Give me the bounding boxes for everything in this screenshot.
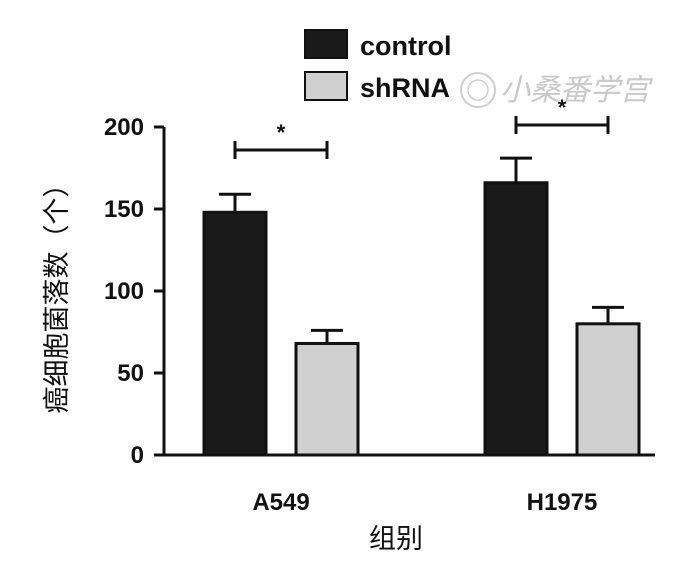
legend-swatch-control: [304, 29, 348, 59]
bar-control-a549: [202, 210, 268, 457]
legend-label-shrna: shRNA: [360, 73, 450, 103]
significance-markers: **: [233, 95, 610, 159]
legend-label-control: control: [360, 31, 452, 61]
legend-swatch-shrna: [304, 71, 348, 101]
y-tick-label: 100: [104, 278, 144, 305]
y-tick-label: 50: [117, 360, 144, 387]
y-tick-label: 200: [104, 114, 144, 141]
bar-control-h1975: [483, 181, 549, 457]
bar-shrna-h1975: [575, 322, 641, 457]
y-tick-label: 0: [131, 442, 144, 469]
y-axis-title: 癌细胞菌落数（个）: [42, 171, 73, 414]
bars: [202, 156, 641, 457]
category-labels: A549 H1975: [252, 489, 597, 516]
category-label: H1975: [527, 489, 598, 516]
x-axis-title: 组别: [369, 524, 423, 555]
watermark-seal-icon: [460, 72, 496, 108]
significance-star: *: [558, 95, 567, 120]
significance-star: *: [277, 120, 286, 145]
bar-shrna-a549: [294, 341, 360, 457]
legend: control shRNA: [304, 29, 452, 103]
watermark: 小桑番学宫: [460, 72, 654, 108]
watermark-seal-inner-icon: [467, 79, 489, 101]
y-tick-label: 150: [104, 196, 144, 223]
watermark-text: 小桑番学宫: [500, 73, 654, 108]
y-ticks: 0 50 100 150 200: [104, 114, 164, 469]
category-label: A549: [252, 489, 309, 516]
